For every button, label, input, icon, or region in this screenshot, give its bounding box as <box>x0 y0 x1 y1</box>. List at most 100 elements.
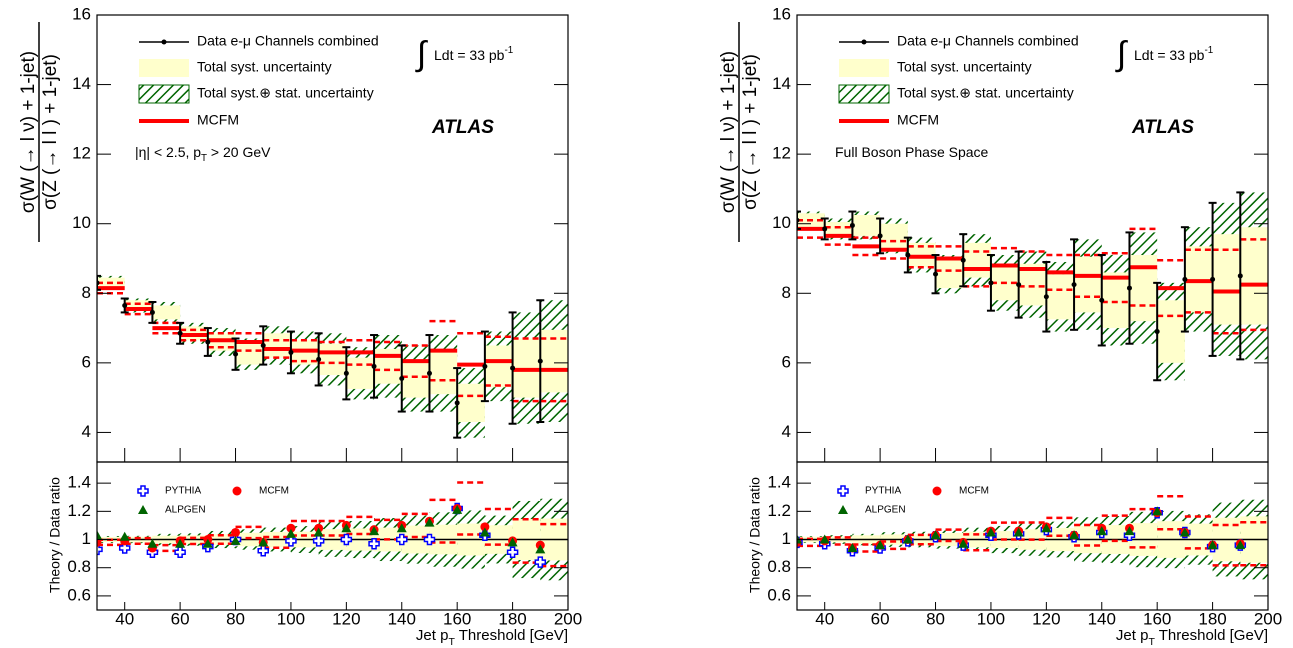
ratio-marker <box>340 533 353 546</box>
data-point <box>399 376 405 382</box>
ratio-marker <box>534 556 547 568</box>
x-axis-label: Jet pT Threshold [GeV] <box>416 627 568 648</box>
ratio-marker <box>847 542 858 552</box>
y-tick-label: 6 <box>82 352 91 371</box>
y-tick-label: 1 <box>782 529 791 548</box>
data-point <box>1182 276 1188 282</box>
ratio-marker <box>506 546 519 558</box>
data-point <box>797 217 800 223</box>
legend-label: MCFM <box>897 112 939 128</box>
x-tick-label: 120 <box>1032 609 1060 628</box>
y-axis-label-numerator: σ(W (→ l ν) + 1-jet) <box>718 51 739 213</box>
syst-band <box>235 343 264 365</box>
data-point <box>905 252 911 258</box>
ratio-marker <box>285 528 296 538</box>
x-tick-label: 180 <box>498 609 526 628</box>
y-tick-label: 10 <box>72 213 91 232</box>
y-tick-label: 12 <box>72 144 91 163</box>
x-tick-label: 80 <box>226 609 245 628</box>
y-tick-label: 0.8 <box>67 557 91 576</box>
y-tick-label: 1.2 <box>767 501 791 520</box>
ratio-marker <box>202 538 213 548</box>
y-axis-label-denominator: σ(Z (→ l l ) + 1-jet) <box>740 54 761 210</box>
atlas-label: ATLAS <box>1131 117 1194 138</box>
ratio-marker <box>286 523 296 533</box>
syst-band <box>457 383 485 422</box>
ratio-marker <box>285 535 297 547</box>
ratio-marker <box>1207 540 1218 550</box>
data-point <box>1016 282 1022 288</box>
data-point <box>1126 285 1132 291</box>
frame <box>96 461 569 611</box>
y-tick-label: 12 <box>772 144 791 163</box>
ratio-marker <box>819 534 830 544</box>
data-point <box>1154 329 1160 335</box>
text-part: > 20 GeV <box>207 144 271 160</box>
data-point <box>988 280 994 286</box>
data-point <box>177 330 183 336</box>
ratio-marker <box>313 527 324 537</box>
ratio-marker <box>369 526 380 536</box>
region-label: |η| < 2.5, pT > 20 GeV <box>135 144 271 164</box>
ratio-legend-label: MCFM <box>259 486 289 497</box>
legend-label: Data e-μ Channels combined <box>897 33 1079 49</box>
data-point <box>233 351 239 357</box>
text-part: T <box>1148 636 1155 648</box>
ratio-marker <box>838 505 848 514</box>
legend-label: Total syst.⊕ stat. uncertainty <box>897 85 1074 101</box>
ratio-legend-label: ALPGEN <box>865 505 906 516</box>
data-point <box>849 222 855 228</box>
syst-band <box>263 333 291 358</box>
y-tick-label: 4 <box>82 422 91 441</box>
ratio-marker <box>147 538 158 548</box>
ratio-plot <box>797 495 1268 580</box>
syst-band <box>346 357 375 389</box>
data-point <box>822 226 828 232</box>
ratio-marker <box>1069 530 1080 540</box>
text-part: |η| < 2.5, p <box>135 144 201 160</box>
x-tick-label: 40 <box>815 609 834 628</box>
syst-band <box>124 300 153 311</box>
y-tick-label: 1.4 <box>767 473 791 492</box>
legend-symbol <box>861 39 867 45</box>
legend-label: Total syst.⊕ stat. uncertainty <box>197 85 374 101</box>
x-tick-label: 140 <box>1088 609 1116 628</box>
ratio-marker <box>1235 540 1246 550</box>
data-point <box>537 358 543 364</box>
x-tick-label: 80 <box>926 609 945 628</box>
legend-symbol <box>838 84 890 104</box>
y-tick-label: 0.6 <box>767 585 791 604</box>
text-part: Ldt = 33 pb <box>1134 47 1205 63</box>
ratio-marker <box>396 523 407 533</box>
y-axis-label-denominator: σ(Z (→ l l ) + 1-jet) <box>40 54 61 210</box>
text-part: Full Boson Phase Space <box>835 144 989 160</box>
ratio-marker <box>958 538 969 548</box>
x-tick-label: 100 <box>977 609 1005 628</box>
syst-band <box>318 343 347 376</box>
ratio-marker <box>452 504 463 514</box>
text-part: Jet p <box>1116 627 1149 644</box>
y-tick-label: 0.8 <box>767 557 791 576</box>
ratio-marker <box>368 538 380 550</box>
ratio-legend-label: MCFM <box>959 486 989 497</box>
ratio-marker <box>423 533 436 546</box>
syst-band <box>484 345 513 388</box>
data-point <box>97 280 100 286</box>
ratio-marker <box>837 485 849 497</box>
y-tick-label: 4 <box>782 422 791 441</box>
ratio-marker <box>230 535 241 545</box>
x-tick-label: 140 <box>388 609 416 628</box>
y-tick-label: 1 <box>82 529 91 548</box>
ratio-marker <box>258 537 269 547</box>
x-tick-label: 100 <box>277 609 305 628</box>
lumi-label: Ldt = 33 pb-1 <box>434 45 513 63</box>
x-tick-label: 200 <box>1254 609 1282 628</box>
ratio-marker <box>138 505 148 514</box>
region-label: Full Boson Phase Space <box>835 144 989 160</box>
legend-label: Total syst. uncertainty <box>897 59 1032 75</box>
ratio-marker <box>985 527 996 537</box>
x-tick-label: 120 <box>332 609 360 628</box>
ratio-y-label: Theory / Data ratio <box>747 477 763 593</box>
legend-symbol <box>161 39 167 45</box>
syst-band <box>429 352 458 395</box>
